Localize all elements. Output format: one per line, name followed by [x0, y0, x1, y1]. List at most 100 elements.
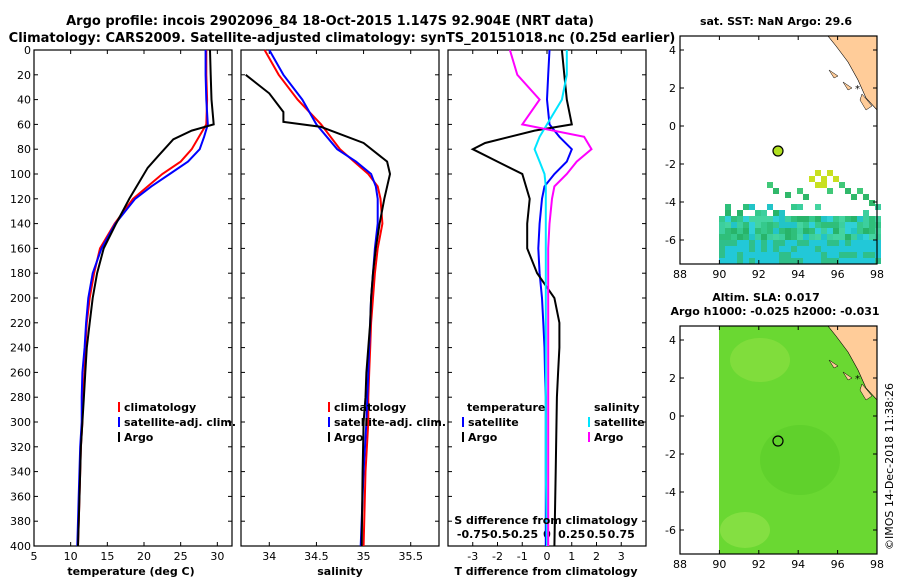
legend-satellite-adj: satellite-adj. clim.: [124, 416, 236, 429]
x-tick-label: -1: [517, 550, 528, 563]
sst-cell: [731, 240, 737, 246]
sst-cell: [743, 240, 749, 246]
sst-cell: [857, 216, 863, 222]
sst-cell: [737, 234, 743, 240]
sst-cell: [809, 240, 815, 246]
x-tick-label: 2: [593, 550, 600, 563]
sst-cell: [791, 258, 797, 264]
sst-cell: [791, 240, 797, 246]
sst-cell: [827, 234, 833, 240]
sst-cell: [875, 216, 881, 222]
sst-cell: [773, 216, 779, 222]
sst-cell: [773, 258, 779, 264]
map-y-tick-label: 0: [669, 410, 676, 423]
y-tick-label: 20: [17, 69, 31, 82]
y-tick-label: 100: [10, 168, 31, 181]
sst-cell: [767, 216, 773, 222]
argo-position-marker: [772, 145, 784, 157]
watermark: ©IMOS 14-Dec-2018 11:38:26: [883, 383, 896, 550]
sst-cell: [797, 188, 803, 194]
sst-cell: [719, 216, 725, 222]
sst-cell: [833, 252, 839, 258]
sst-cell: [809, 176, 815, 182]
sst-cell: [767, 258, 773, 264]
y-tick-label: 320: [10, 441, 31, 454]
sst-cell: [779, 216, 785, 222]
sst-cell: [821, 222, 827, 228]
y-tick-label: 80: [17, 143, 31, 156]
difference-plot: -3 -2 -1 0 1 2 3-0.75-0.5-0.25 0 0.25 0.5 0.75: [448, 49, 646, 563]
y-tick-label: 40: [17, 94, 31, 107]
sst-cell: [761, 228, 767, 234]
sst-cell: [869, 216, 875, 222]
sst-cell: [761, 210, 767, 216]
sst-cell: [815, 222, 821, 228]
sst-cell: [773, 240, 779, 246]
sst-cell: [803, 216, 809, 222]
sst-cell: [743, 258, 749, 264]
sst-cell: [869, 200, 875, 206]
sst-cell: [779, 246, 785, 252]
series-line: [77, 50, 209, 547]
map-x-tick-label: 96: [831, 558, 845, 571]
sst-cell: [827, 240, 833, 246]
map-x-tick-label: 88: [673, 558, 687, 571]
sst-cell: [725, 246, 731, 252]
sst-cell: [797, 228, 803, 234]
sst-cell: [869, 246, 875, 252]
sst-cell: [749, 246, 755, 252]
sla-blob-3: [720, 512, 770, 548]
legend-satellite-adj: satellite-adj. clim.: [334, 416, 446, 429]
sst-cell: [821, 258, 827, 264]
sst-cell: [815, 246, 821, 252]
sst-cell: [767, 252, 773, 258]
sst-cell: [731, 228, 737, 234]
x-tick-label: 34.5: [304, 550, 329, 563]
sst-cell: [725, 258, 731, 264]
sst-cell: [791, 216, 797, 222]
sst-cell: [797, 258, 803, 264]
sst-cell: [845, 240, 851, 246]
sst-cell: [797, 216, 803, 222]
legend-salinity-header: salinity: [594, 401, 640, 414]
series-line: [470, 49, 573, 547]
sst-cell: [761, 234, 767, 240]
sst-cell: [803, 258, 809, 264]
sst-cell: [719, 222, 725, 228]
legend-temperature-header: temperature: [467, 401, 545, 414]
sst-cell: [755, 216, 761, 222]
sst-cell: [809, 252, 815, 258]
sst-cell: [719, 252, 725, 258]
sst-cell: [719, 234, 725, 240]
sst-cell: [755, 258, 761, 264]
sst-map-frame: [679, 35, 878, 265]
sst-cell: [809, 228, 815, 234]
map-y-tick-label: -6: [665, 234, 676, 247]
sst-cell: [863, 222, 869, 228]
sst-cell: [749, 216, 755, 222]
sst-cell: [833, 234, 839, 240]
sst-cell: [725, 252, 731, 258]
map-y-tick-label: -4: [665, 196, 676, 209]
sst-cell: [791, 252, 797, 258]
x-tick-label: -3: [467, 550, 478, 563]
sst-cell: [731, 216, 737, 222]
sst-cell: [803, 240, 809, 246]
sst-cell: [731, 222, 737, 228]
x-tick-label: 35: [357, 550, 371, 563]
sst-cell: [779, 210, 785, 216]
sst-cell: [827, 170, 833, 176]
sst-cell: [755, 228, 761, 234]
sst-cell: [827, 188, 833, 194]
sst-cell: [833, 240, 839, 246]
sla-map: * 88 90 92 94 96 98 4 2 0 -2 -4 -6: [665, 325, 884, 571]
map-x-tick-label: 96: [831, 268, 845, 281]
x-tick-label: 5: [31, 550, 38, 563]
sst-cells: [719, 170, 881, 264]
sst-cell: [845, 188, 851, 194]
marker-asterisk-bottom: *: [855, 374, 860, 385]
sst-cell: [725, 234, 731, 240]
sst-map-axes: 88 90 92 94 96 98 4 2 0 -2 -4 -6: [665, 36, 884, 281]
y-tick-label: 260: [10, 366, 31, 379]
argo-position-marker-sla: [772, 435, 784, 447]
